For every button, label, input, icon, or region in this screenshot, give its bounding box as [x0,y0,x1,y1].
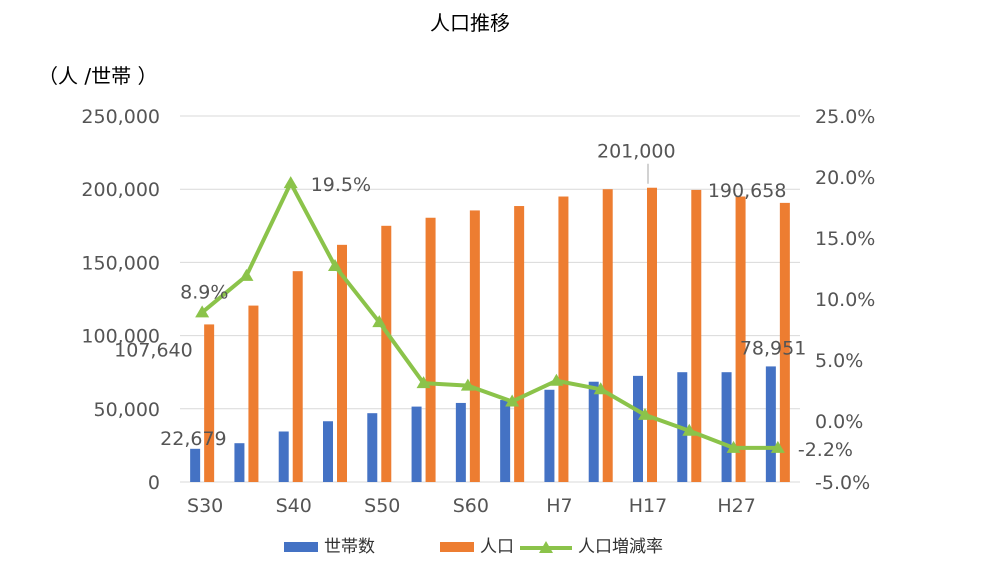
growth-rate-marker [638,407,652,420]
y2-tick-label: 5.0% [815,350,863,372]
population-bar [602,189,613,482]
growth-rate-marker [593,382,608,395]
population-bar [514,206,525,482]
growth-rate-marker [283,176,298,189]
data-label: 22,679 [160,428,226,450]
population-bar [204,324,215,482]
household-bar [633,375,643,482]
population-bar [425,217,436,483]
data-label: 190,658 [708,180,787,202]
y-tick-label: 200,000 [81,179,160,201]
y2-tick-label: 20.0% [815,167,875,189]
y-tick-label: 100,000 [81,326,160,348]
growth-rate-marker [195,305,210,318]
growth-rate-marker [328,259,342,272]
data-label: 78,951 [740,337,806,359]
household-bar [455,402,466,482]
data-label: 201,000 [597,141,676,163]
household-bar [500,400,511,482]
growth-rate-marker [416,376,431,389]
growth-rate-marker [770,440,785,453]
y2-tick-label: 25.0% [815,106,875,128]
x-tick-label: H27 [717,495,755,517]
chart-title: 人口推移 [430,11,510,35]
growth-rate-line [195,176,785,453]
household-bar [278,431,289,482]
growth-rate-marker [372,315,387,328]
y2-tick-label: 15.0% [815,228,875,250]
household-bar [544,389,555,482]
x-tick-label: S30 [187,495,223,517]
data-labels: 22,679 107,640 8.9% 19.5% 201,000 190,658 78,9… [114,141,853,461]
data-label: -2.2% [798,439,853,461]
growth-rate-polyline [200,181,778,450]
y-tick-label: 50,000 [94,399,160,421]
growth-rate-marker [505,394,520,407]
legend-label: 人口増減率 [578,537,663,557]
y-tick-label: 150,000 [81,252,160,274]
household-bar [367,413,378,482]
growth-rate-marker [549,373,564,386]
growth-rate-marker [460,378,475,391]
population-bar [248,305,259,482]
data-label: 8.9% [180,281,228,303]
y-tick-label: 250,000 [81,106,160,128]
gridlines [180,115,800,483]
legend-label: 人口 [480,537,514,557]
population-bar [691,189,702,482]
household-bar [588,381,599,482]
household-bar [411,406,422,482]
population-bar [735,196,746,482]
x-tick-label: H7 [546,495,572,517]
legend: 世帯数 人口 人口増減率 [284,537,663,557]
y-tick-label: 0 [148,472,160,494]
y2-tick-label: -5.0% [815,472,870,494]
population-bar [647,187,657,482]
data-label: 19.5% [311,174,371,196]
growth-rate-marker [239,268,254,281]
population-bar [779,202,790,482]
legend-swatch [284,542,318,552]
y2-tick-label: 0.0% [815,411,863,433]
y-axis-unit-label: （人 /世帯 ） [38,64,157,88]
legend-label: 世帯数 [324,537,375,557]
x-tick-label: S60 [453,495,489,517]
household-bar [765,366,776,482]
y-axis-left: 0 50,000 100,000 150,000 200,000 250,000 [81,106,160,494]
population-bar [558,196,569,482]
population-bar [292,271,303,482]
x-tick-label: S50 [364,495,400,517]
household-bar [234,443,245,482]
x-tick-label: H17 [629,495,667,517]
household-bar [190,448,201,482]
data-label: 107,640 [114,339,193,361]
population-bar [469,210,480,483]
y2-tick-label: 10.0% [815,289,875,311]
household-bar [721,372,732,482]
x-axis: S30 S40 S50 S60 H7 H17 H27 [187,495,756,517]
household-bar [323,421,333,482]
bars [190,187,790,483]
growth-rate-marker [682,423,697,436]
legend-marker [539,541,553,553]
legend-swatch [440,542,474,552]
population-bar [381,225,392,483]
x-tick-label: S40 [276,495,312,517]
population-bar [337,244,347,482]
y-axis-right: -5.0% 0.0% 5.0% 10.0% 15.0% 20.0% 25.0% [815,106,875,494]
growth-rate-marker [726,440,741,453]
